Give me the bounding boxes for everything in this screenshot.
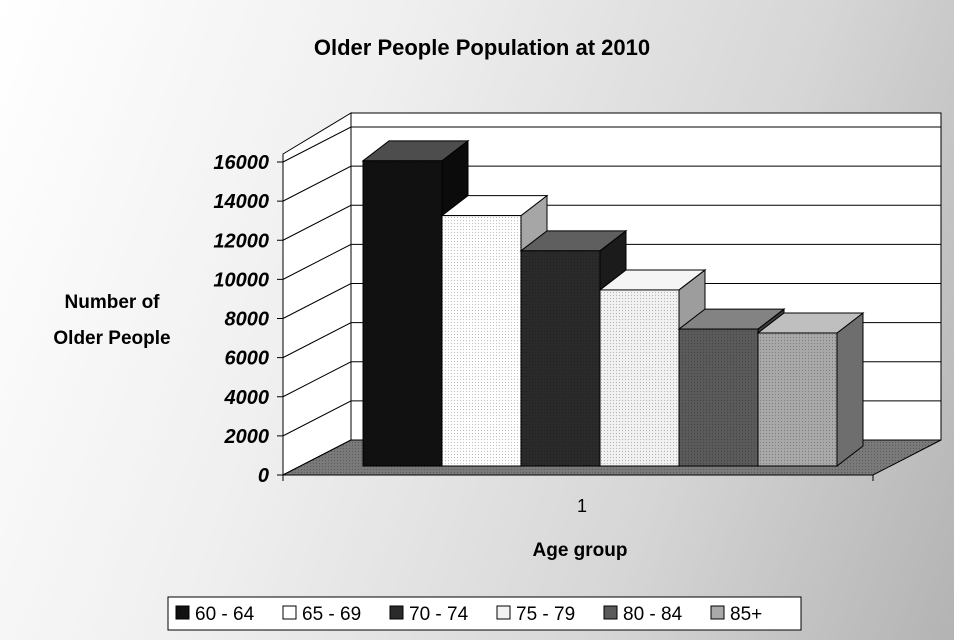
legend-swatch <box>175 605 190 620</box>
legend-box <box>167 596 802 631</box>
x-axis-label: Age group <box>533 540 628 561</box>
y-axis-label-line-2: Older People <box>53 328 170 349</box>
y-tick-label: 6000 <box>225 348 270 370</box>
gridline <box>282 243 941 280</box>
legend-item: 70 - 74 <box>389 604 469 625</box>
legend-item: 80 - 84 <box>603 604 683 625</box>
legend-swatch <box>710 605 725 620</box>
legend-swatch <box>282 605 297 620</box>
gridline <box>282 126 941 163</box>
bar-85plus <box>756 311 865 468</box>
legend: 60 - 64 65 - 69 70 - 74 75 - 79 80 - 84 85+ <box>167 596 802 631</box>
y-tick-label: 14000 <box>213 191 269 213</box>
y-tick-label: 10000 <box>213 269 269 291</box>
y-axis-ticks: 0 2000 4000 6000 8000 10000 12000 14000 16000 <box>213 152 284 487</box>
legend-label: 65 - 69 <box>302 604 361 625</box>
y-tick-label: 0 <box>258 465 269 487</box>
gridline <box>282 165 941 202</box>
y-tick-label: 16000 <box>213 152 269 174</box>
legend-item: 60 - 64 <box>175 604 255 625</box>
legend-swatch <box>496 605 511 620</box>
legend-label: 60 - 64 <box>195 604 255 625</box>
y-tick-label: 12000 <box>213 230 269 252</box>
legend-swatch <box>389 605 404 620</box>
side-wall <box>282 112 352 476</box>
y-tick-label: 2000 <box>224 426 270 448</box>
y-axis-label-line-1: Number of <box>65 292 161 313</box>
legend-label: 75 - 79 <box>516 604 575 625</box>
bars <box>361 139 865 468</box>
legend-item: 85+ <box>710 604 762 625</box>
legend-item: 65 - 69 <box>282 604 361 625</box>
y-tick-label: 8000 <box>225 309 270 331</box>
x-tick-label: 1 <box>577 496 587 516</box>
legend-label: 85+ <box>730 604 762 625</box>
gridline <box>282 204 941 241</box>
y-tick-label: 4000 <box>224 387 270 409</box>
legend-label: 80 - 84 <box>623 604 683 625</box>
gridline <box>282 283 941 319</box>
legend-label: 70 - 74 <box>409 604 469 625</box>
chart-title: Older People Population at 2010 <box>314 35 650 60</box>
legend-item: 75 - 79 <box>496 604 575 625</box>
legend-swatch <box>603 605 618 620</box>
